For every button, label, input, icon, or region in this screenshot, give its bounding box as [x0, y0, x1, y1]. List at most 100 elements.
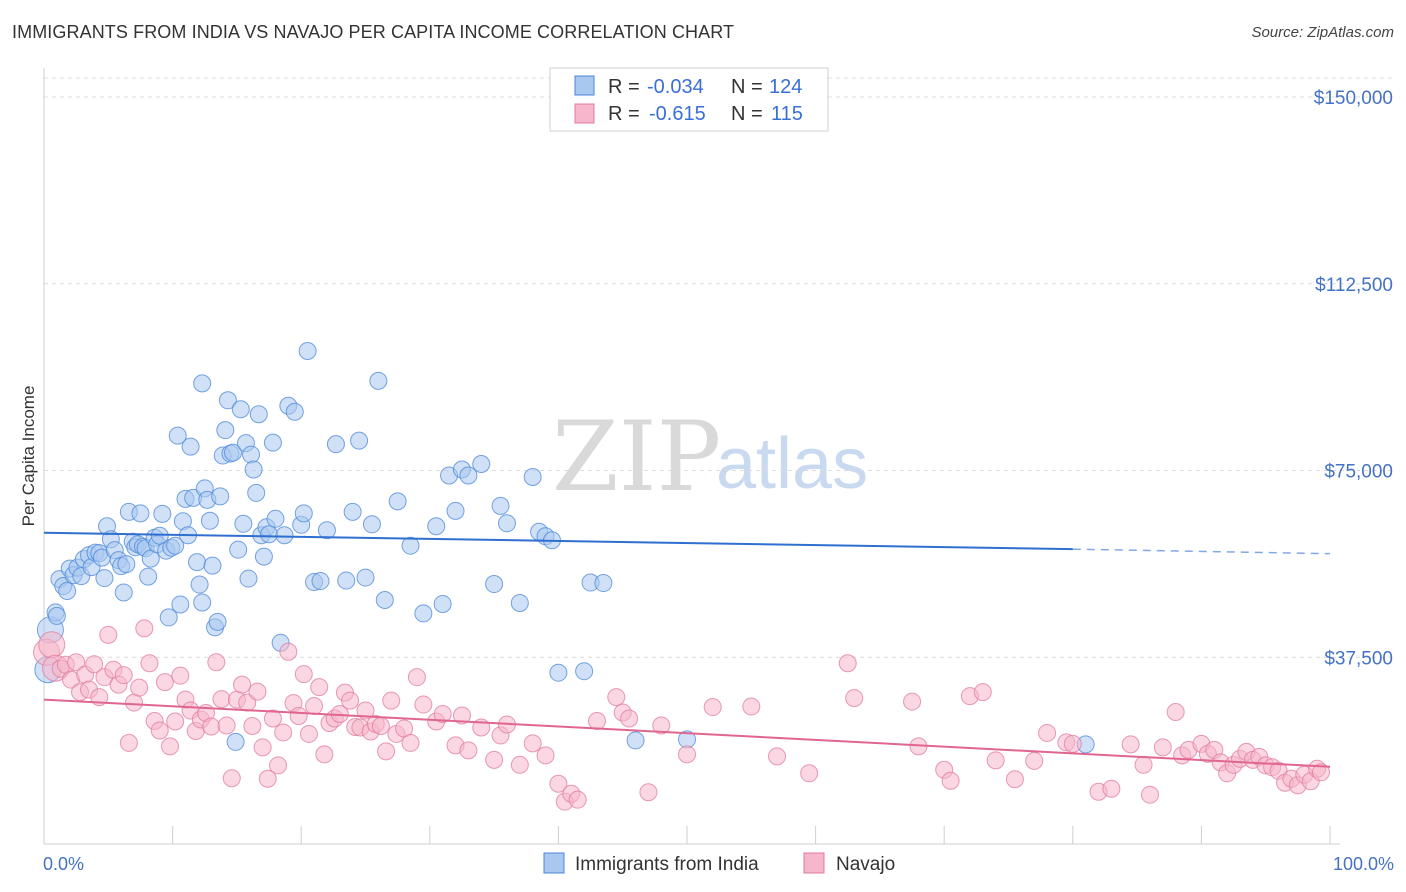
navajo-point-25: [161, 737, 180, 756]
navajo-point-75: [433, 705, 452, 724]
series-navajo-points: [33, 619, 1330, 811]
navajo-point-17: [119, 733, 138, 752]
india-point-75: [254, 547, 273, 566]
india-point-95: [362, 515, 381, 534]
india-point-71: [244, 460, 263, 479]
india-point-83: [285, 402, 304, 421]
india-point-106: [459, 466, 478, 485]
navajo-point-98: [742, 697, 761, 716]
india-point-17: [95, 569, 114, 588]
navajo-point-120: [1153, 738, 1172, 757]
watermark-atlas: atlas: [716, 424, 868, 504]
navajo-point-93: [620, 709, 639, 728]
india-point-54: [200, 511, 219, 530]
navajo-point-73: [414, 695, 433, 714]
legend-india-r-value: -0.034: [647, 76, 704, 98]
india-point-29: [131, 504, 150, 523]
navajo-point-116: [1102, 779, 1121, 798]
navajo-point-68: [382, 691, 401, 710]
watermark-zip: ZIP: [552, 401, 721, 513]
navajo-point-19: [130, 678, 149, 697]
navajo-point-118: [1134, 755, 1153, 774]
india-point-36: [150, 526, 169, 545]
bottom-legend-label-navajo: Navajo: [836, 854, 895, 875]
legend-navajo-n-label: N =: [731, 103, 763, 125]
navajo-point-97: [703, 698, 722, 717]
navajo-point-53: [305, 697, 324, 716]
navajo-point-33: [202, 717, 221, 736]
india-point-72: [247, 483, 266, 502]
navajo-point-48: [279, 642, 298, 661]
series-legend: Immigrants from India Navajo: [543, 852, 895, 875]
india-point-3: [47, 606, 66, 625]
navajo-point-50: [289, 707, 308, 726]
navajo-point-83: [510, 755, 529, 774]
india-point-41: [166, 536, 185, 555]
navajo-point-119: [1140, 785, 1159, 804]
india-point-97: [375, 590, 394, 609]
navajo-point-102: [845, 689, 864, 708]
india-point-119: [594, 574, 613, 593]
india-point-70: [242, 445, 261, 464]
india-point-32: [139, 567, 158, 586]
bottom-legend-swatch-india: [543, 852, 565, 874]
y-tick-labels: $37,500 $75,000 $112,500 $150,000: [1314, 88, 1393, 669]
india-point-63: [224, 443, 243, 462]
india-point-98: [388, 492, 407, 511]
india-point-111: [510, 593, 529, 612]
india-point-104: [446, 501, 465, 520]
navajo-point-67: [377, 742, 396, 761]
india-point-93: [350, 431, 369, 450]
navajo-point-60: [341, 691, 360, 710]
navajo-point-101: [838, 654, 857, 673]
legend-india-r-label: R =: [608, 76, 640, 98]
india-point-69: [239, 569, 258, 588]
navajo-point-6: [67, 653, 86, 672]
source-credit: Source: ZipAtlas.com: [1251, 24, 1394, 41]
navajo-point-85: [536, 746, 555, 765]
india-point-116: [549, 663, 568, 682]
legend-navajo-n-value: 115: [771, 103, 803, 125]
india-point-101: [427, 517, 446, 536]
india-point-42: [168, 426, 187, 445]
navajo-point-95: [652, 716, 671, 735]
navajo-point-54: [310, 678, 329, 697]
navajo-point-26: [166, 712, 185, 731]
india-point-37: [153, 504, 172, 523]
navajo-point-55: [315, 745, 334, 764]
india-point-65: [229, 540, 248, 559]
india-point-107: [472, 455, 491, 474]
navajo-point-46: [269, 756, 288, 775]
navajo-point-112: [1038, 723, 1057, 742]
india-point-112: [523, 467, 542, 486]
correlation-legend: R = -0.034 N = 124 R = -0.615 N = 115: [549, 67, 829, 132]
india-point-108: [485, 575, 504, 594]
navajo-point-94: [639, 783, 658, 802]
x-tick-label-max: 100.0%: [1333, 854, 1394, 874]
navajo-point-117: [1121, 735, 1140, 754]
navajo-point-44: [258, 769, 277, 788]
india-point-39: [159, 608, 178, 627]
navajo-point-41: [243, 716, 262, 735]
legend-india-n-value: 124: [769, 76, 802, 98]
navajo-point-47: [274, 723, 293, 742]
navajo-point-90: [587, 711, 606, 730]
navajo-point-121: [1166, 703, 1185, 722]
navajo-point-35: [212, 690, 231, 709]
navajo-point-10: [85, 655, 104, 674]
navajo-point-109: [986, 751, 1005, 770]
navajo-point-1: [38, 631, 66, 659]
navajo-point-43: [253, 738, 272, 757]
navajo-point-106: [941, 771, 960, 790]
india-point-73: [249, 405, 268, 424]
y-axis-label: Per Capita Income: [19, 386, 38, 527]
navajo-point-89: [568, 790, 587, 809]
india-point-6: [58, 582, 77, 601]
india-point-64: [226, 732, 245, 751]
india-point-43: [171, 595, 190, 614]
bottom-legend-swatch-navajo: [803, 852, 825, 874]
bottom-legend-label-india: Immigrants from India: [575, 854, 759, 875]
india-point-85: [294, 504, 313, 523]
india-point-102: [433, 594, 452, 613]
